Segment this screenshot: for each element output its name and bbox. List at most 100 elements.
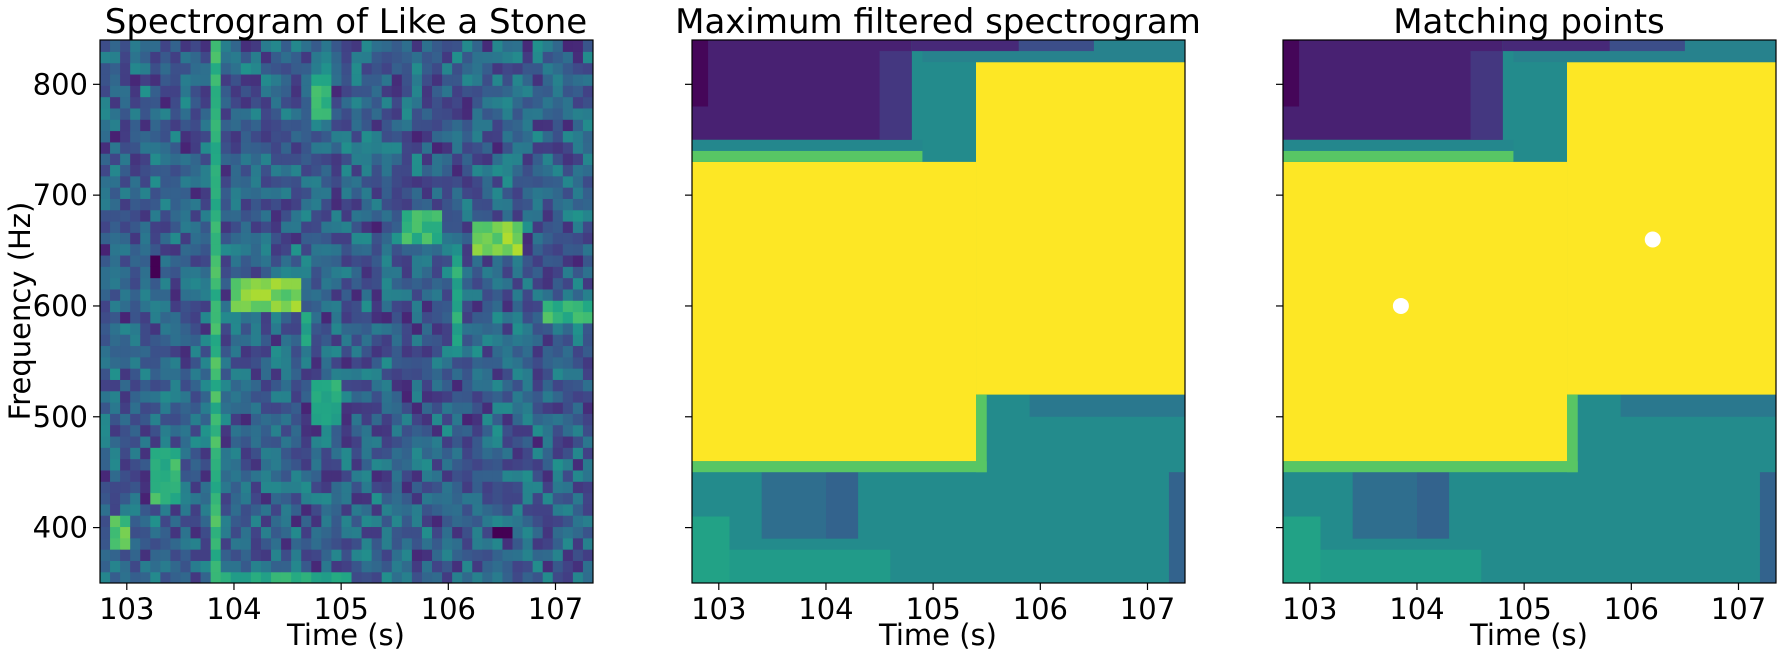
heatmap-cell bbox=[452, 243, 463, 256]
heatmap-cell bbox=[250, 175, 262, 188]
filtered-region bbox=[911, 40, 1019, 52]
heatmap-cell bbox=[502, 322, 514, 335]
filtered-region bbox=[761, 472, 826, 539]
heatmap-cell bbox=[130, 221, 141, 233]
heatmap-cell bbox=[311, 288, 322, 301]
heatmap-cell bbox=[492, 175, 504, 188]
heatmap-cell bbox=[311, 322, 322, 335]
heatmap-cell bbox=[502, 503, 514, 516]
heatmap-cell bbox=[572, 515, 584, 528]
heatmap-cell bbox=[341, 130, 353, 143]
heatmap-cell bbox=[140, 368, 151, 380]
heatmap-cell bbox=[271, 164, 282, 177]
heatmap-cell bbox=[421, 51, 433, 64]
heatmap-cell bbox=[341, 345, 353, 358]
heatmap-cell bbox=[532, 62, 544, 75]
heatmap-cell bbox=[331, 334, 343, 347]
heatmap-cell bbox=[361, 153, 373, 166]
heatmap-cell bbox=[160, 368, 172, 380]
heatmap-cell bbox=[432, 492, 443, 505]
heatmap-cell bbox=[180, 311, 192, 324]
heatmap-cell bbox=[130, 447, 141, 460]
heatmap-cell bbox=[331, 209, 343, 222]
heatmap-cell bbox=[452, 435, 463, 448]
heatmap-cell bbox=[452, 85, 463, 98]
heatmap-cell bbox=[301, 254, 312, 267]
heatmap-cell bbox=[421, 345, 433, 358]
heatmap-cell bbox=[572, 119, 584, 132]
heatmap-cell bbox=[542, 266, 554, 279]
heatmap-cell bbox=[200, 345, 212, 358]
heatmap-cell bbox=[361, 40, 373, 52]
heatmap-cell bbox=[301, 549, 312, 561]
heatmap-cell bbox=[110, 85, 121, 98]
heatmap-cell bbox=[271, 571, 282, 583]
heatmap-cell bbox=[190, 368, 202, 380]
heatmap-cell bbox=[371, 266, 383, 279]
heatmap-cell bbox=[291, 481, 302, 494]
heatmap-cell bbox=[411, 515, 423, 528]
heatmap-cell bbox=[220, 424, 232, 437]
heatmap-cell bbox=[411, 537, 423, 550]
heatmap-cell bbox=[572, 311, 584, 324]
heatmap-cell bbox=[160, 390, 172, 403]
heatmap-cell bbox=[482, 40, 493, 52]
heatmap-cell bbox=[432, 119, 443, 132]
heatmap-cell bbox=[542, 107, 554, 120]
heatmap-cell bbox=[301, 560, 312, 573]
heatmap-cell bbox=[532, 379, 544, 392]
heatmap-cell bbox=[200, 175, 212, 188]
heatmap-cell bbox=[401, 402, 413, 414]
heatmap-cell bbox=[502, 209, 514, 222]
heatmap-cell bbox=[230, 560, 242, 573]
heatmap-cell bbox=[200, 153, 212, 166]
heatmap-cell bbox=[240, 549, 252, 561]
heatmap-cell bbox=[311, 221, 322, 233]
heatmap-cell bbox=[492, 356, 504, 369]
heatmap-cell bbox=[351, 492, 363, 505]
heatmap-cell bbox=[522, 221, 534, 233]
heatmap-cell bbox=[381, 413, 393, 426]
heatmap-cell bbox=[311, 413, 322, 426]
heatmap-cell bbox=[442, 345, 453, 358]
heatmap-cell bbox=[381, 435, 393, 448]
heatmap-cell bbox=[452, 198, 463, 211]
heatmap-cell bbox=[260, 447, 272, 460]
heatmap-cell bbox=[321, 96, 333, 109]
heatmap-cell bbox=[190, 175, 202, 188]
heatmap-cell bbox=[552, 153, 564, 166]
heatmap-cell bbox=[552, 73, 564, 86]
heatmap-cell bbox=[371, 141, 383, 154]
heatmap-cell bbox=[381, 447, 393, 460]
heatmap-cell bbox=[281, 515, 292, 528]
heatmap-cell bbox=[381, 130, 393, 143]
heatmap-cell bbox=[341, 571, 353, 583]
heatmap-cell bbox=[472, 198, 483, 211]
heatmap-cell bbox=[421, 356, 433, 369]
heatmap-cell bbox=[331, 322, 343, 335]
heatmap-cell bbox=[411, 62, 423, 75]
heatmap-cell bbox=[462, 334, 473, 347]
heatmap-cell bbox=[331, 119, 343, 132]
heatmap-cell bbox=[391, 537, 403, 550]
heatmap-cell bbox=[341, 379, 353, 392]
heatmap-cell bbox=[512, 379, 524, 392]
heatmap-cell bbox=[582, 334, 593, 347]
heatmap-cell bbox=[552, 198, 564, 211]
heatmap-cell bbox=[200, 85, 212, 98]
heatmap-cell bbox=[230, 164, 242, 177]
heatmap-cell bbox=[381, 345, 393, 358]
heatmap-cell bbox=[582, 503, 593, 516]
heatmap-cell bbox=[532, 232, 544, 245]
heatmap-cell bbox=[311, 549, 322, 561]
heatmap-cell bbox=[260, 51, 272, 64]
heatmap-cell bbox=[411, 322, 423, 335]
heatmap-cell bbox=[220, 390, 232, 403]
heatmap-cell bbox=[472, 492, 483, 505]
heatmap-cell bbox=[371, 130, 383, 143]
heatmap-cell bbox=[371, 300, 383, 313]
heatmap-cell bbox=[462, 62, 473, 75]
heatmap-cell bbox=[502, 311, 514, 324]
heatmap-cell bbox=[572, 560, 584, 573]
